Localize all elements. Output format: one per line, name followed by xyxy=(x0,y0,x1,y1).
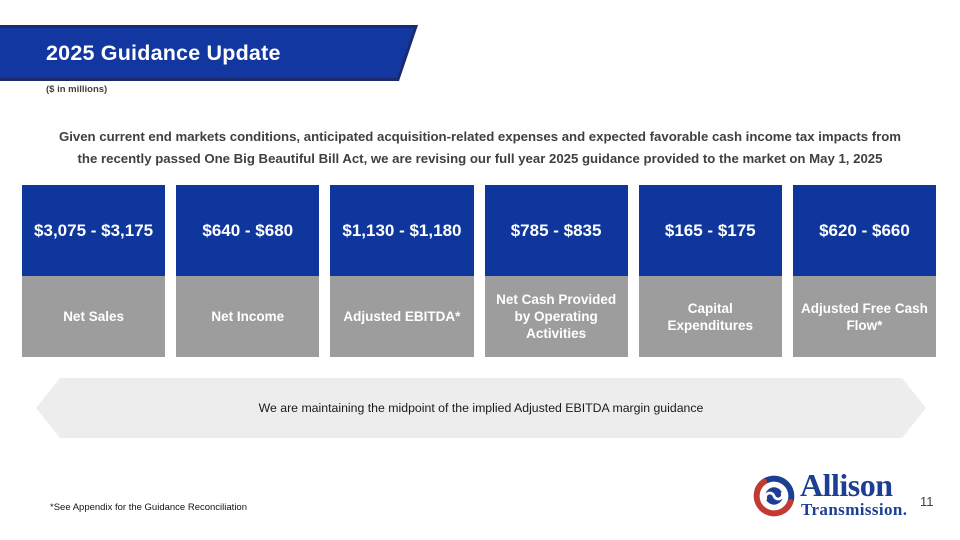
metric-adjusted-ebitda: $1,130 - $1,180 Adjusted EBITDA* xyxy=(330,185,474,357)
metric-value: $785 - $835 xyxy=(484,185,628,276)
metric-value: $3,075 - $3,175 xyxy=(22,185,166,276)
metric-net-sales: $3,075 - $3,175 Net Sales xyxy=(22,185,166,357)
margin-guidance-text: We are maintaining the midpoint of the i… xyxy=(258,401,704,415)
metric-label: Net Income xyxy=(176,276,320,357)
page-number: 11 xyxy=(920,494,934,509)
logo-wordmark-transmission: Transmission. xyxy=(801,500,908,519)
metric-adjusted-free-cash-flow: $620 - $660 Adjusted Free Cash Flow* xyxy=(792,185,937,357)
intro-line-1: Given current end markets conditions, an… xyxy=(58,129,902,144)
allison-logo-icon xyxy=(753,475,795,517)
metric-net-cash-operating: $785 - $835 Net Cash Provided by Operati… xyxy=(484,185,628,357)
margin-guidance-banner: We are maintaining the midpoint of the i… xyxy=(36,378,926,438)
metric-label: Capital Expenditures xyxy=(638,276,782,357)
intro-paragraph: Given current end markets conditions, an… xyxy=(0,126,960,170)
metric-net-income: $640 - $680 Net Income xyxy=(176,185,320,357)
metric-label: Adjusted Free Cash Flow* xyxy=(792,276,937,357)
metric-label: Net Sales xyxy=(22,276,166,357)
metric-value: $165 - $175 xyxy=(638,185,782,276)
metric-label: Net Cash Provided by Operating Activitie… xyxy=(484,276,628,357)
logo-wordmark-allison: Allison xyxy=(800,467,893,503)
page-title: 2025 Guidance Update xyxy=(46,40,281,65)
metric-value: $1,130 - $1,180 xyxy=(330,185,474,276)
intro-line-2: the recently passed One Big Beautiful Bi… xyxy=(77,151,883,166)
metric-value: $640 - $680 xyxy=(176,185,320,276)
metric-label: Adjusted EBITDA* xyxy=(330,276,474,357)
metric-value: $620 - $660 xyxy=(792,185,937,276)
guidance-metrics-row: $3,075 - $3,175 Net Sales $640 - $680 Ne… xyxy=(22,185,937,357)
units-note: ($ in millions) xyxy=(46,84,108,95)
appendix-footnote: *See Appendix for the Guidance Reconcili… xyxy=(50,502,247,513)
metric-capital-expenditures: $165 - $175 Capital Expenditures xyxy=(638,185,782,357)
title-banner: 2025 Guidance Update xyxy=(0,28,414,78)
